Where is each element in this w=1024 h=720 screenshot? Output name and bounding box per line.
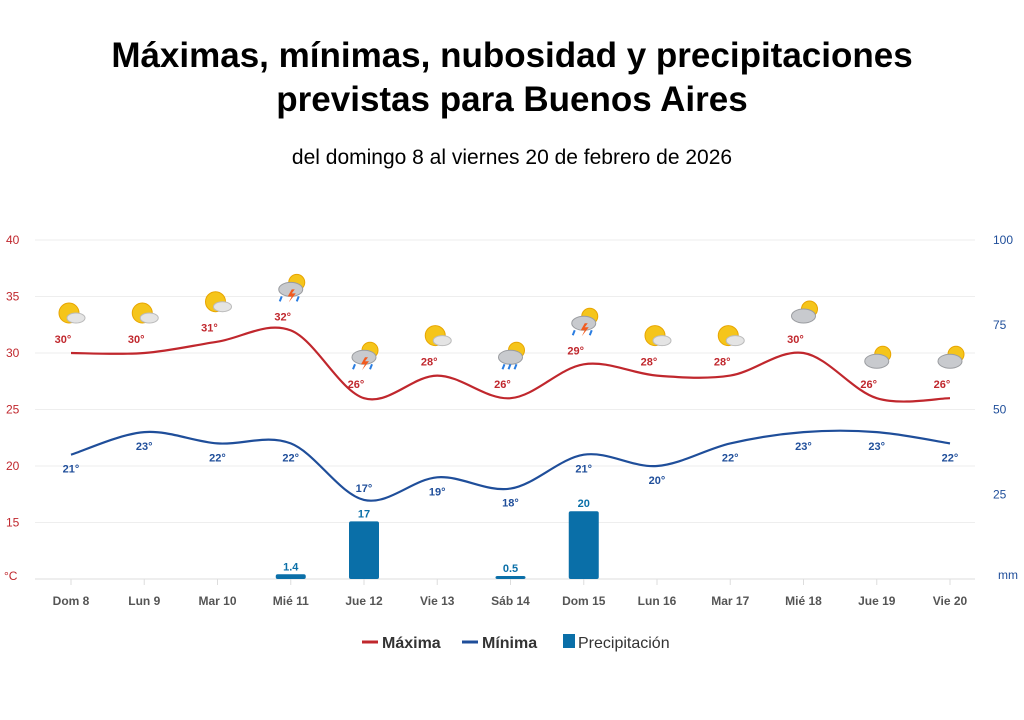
min-temp-line xyxy=(70,429,951,502)
precip-label: 0.5 xyxy=(503,563,518,575)
right-axis-unit: mm xyxy=(998,568,1018,582)
max-temp-label: 30° xyxy=(128,334,145,346)
thunderstorm-icon xyxy=(278,273,306,303)
right-axis-tick: 50 xyxy=(993,403,1007,417)
x-axis-label: Dom 8 xyxy=(53,594,90,608)
max-temp-label: 31° xyxy=(201,323,218,335)
mostly-cloudy-icon xyxy=(937,345,965,369)
max-temp-line xyxy=(70,326,951,403)
title-line-1: Máximas, mínimas, nubosidad y precipitac… xyxy=(111,36,913,75)
thunderstorm-icon xyxy=(571,307,599,337)
precip-label: 17 xyxy=(358,508,370,520)
mostly-cloudy-icon xyxy=(791,300,818,324)
left-axis-tick: 25 xyxy=(6,403,20,417)
x-axis-label: Sáb 14 xyxy=(491,594,530,608)
min-temp-label: 18° xyxy=(502,498,519,510)
x-axis-label: Vie 20 xyxy=(933,594,968,608)
max-temp-label: 26° xyxy=(934,379,951,391)
min-temp-label: 22° xyxy=(722,452,739,464)
legend-bar-swatch xyxy=(563,634,575,648)
max-temp-label: 26° xyxy=(860,379,877,391)
min-temp-label: 23° xyxy=(136,441,153,453)
min-temp-label: 17° xyxy=(356,483,373,495)
x-axis-label: Mar 10 xyxy=(198,594,236,608)
max-temp-label: 30° xyxy=(787,334,804,346)
partly-sunny-icon xyxy=(131,302,159,324)
left-axis-tick: 15 xyxy=(6,516,20,530)
legend-label: Mínima xyxy=(482,635,537,652)
partly-sunny-icon xyxy=(717,325,745,347)
max-temp-label: 32° xyxy=(274,311,291,323)
partly-sunny-icon xyxy=(424,325,452,347)
right-axis-tick: 25 xyxy=(993,487,1007,501)
partly-sunny-icon xyxy=(58,302,86,324)
max-temp-label: 29° xyxy=(567,345,584,357)
max-temp-label: 28° xyxy=(421,357,438,369)
precip-label: 20 xyxy=(578,498,590,510)
right-axis-tick: 100 xyxy=(993,233,1013,247)
max-temp-label: 26° xyxy=(494,379,511,391)
max-temp-label: 30° xyxy=(55,334,72,346)
chart-subtitle: del domingo 8 al viernes 20 de febrero d… xyxy=(291,146,733,169)
x-axis-label: Vie 13 xyxy=(420,594,455,608)
min-temp-label: 23° xyxy=(795,441,812,453)
partly-sunny-icon xyxy=(205,291,232,313)
x-axis-label: Lun 16 xyxy=(638,594,677,608)
legend-label: Máxima xyxy=(382,635,441,652)
mostly-cloudy-icon xyxy=(864,345,892,369)
x-axis-label: Mar 17 xyxy=(711,594,749,608)
min-temp-label: 20° xyxy=(649,475,666,487)
min-temp-label: 19° xyxy=(429,486,446,498)
min-temp-label: 21° xyxy=(63,464,80,476)
precip-bar xyxy=(275,574,306,579)
max-temp-label: 26° xyxy=(348,379,365,391)
x-axis-label: Jue 19 xyxy=(858,594,896,608)
min-temp-label: 23° xyxy=(868,441,885,453)
left-axis-unit: °C xyxy=(4,569,18,583)
x-axis-label: Mié 11 xyxy=(273,594,309,608)
min-temp-label: 21° xyxy=(575,464,592,476)
legend-label: Precipitación xyxy=(578,635,670,652)
min-temp-label: 22° xyxy=(282,452,299,464)
max-temp-label: 28° xyxy=(714,357,731,369)
x-axis-label: Mié 18 xyxy=(785,594,822,608)
chart-title: Máximas, mínimas, nubosidad y precipitac… xyxy=(0,34,1024,122)
x-axis-label: Dom 15 xyxy=(562,594,606,608)
partly-sunny-icon xyxy=(644,325,672,347)
precip-bar xyxy=(495,576,526,579)
precip-bar xyxy=(349,521,379,579)
title-line-2: previstas para Buenos Aires xyxy=(276,80,748,119)
precip-label: 1.4 xyxy=(283,561,299,573)
left-axis-tick: 20 xyxy=(6,459,20,473)
rain-icon xyxy=(498,341,525,370)
left-axis-tick: 35 xyxy=(6,290,20,304)
left-axis-tick: 40 xyxy=(6,233,20,247)
min-temp-label: 22° xyxy=(942,452,959,464)
thunderstorm-icon xyxy=(351,341,379,371)
precip-bar xyxy=(568,511,599,579)
max-temp-label: 28° xyxy=(641,357,658,369)
right-axis-tick: 75 xyxy=(993,318,1007,332)
x-axis-label: Jue 12 xyxy=(345,594,383,608)
x-axis-label: Lun 9 xyxy=(128,594,160,608)
min-temp-label: 22° xyxy=(209,452,226,464)
left-axis-tick: 30 xyxy=(6,346,20,360)
